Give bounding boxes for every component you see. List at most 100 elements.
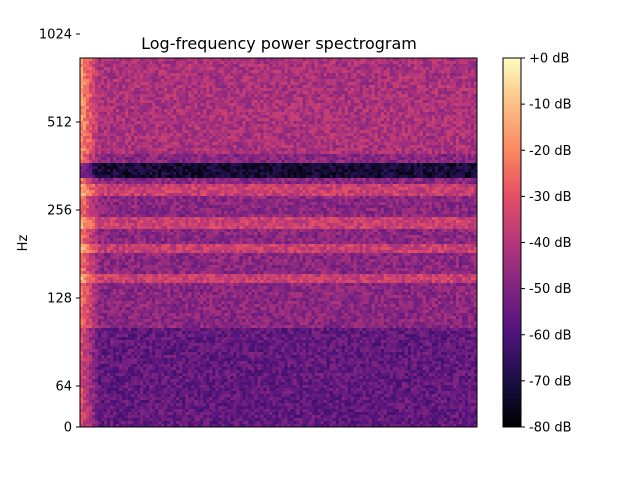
heatmap-cell bbox=[362, 64, 367, 68]
heatmap-cell bbox=[203, 103, 207, 107]
heatmap-cell bbox=[155, 133, 159, 137]
heatmap-cell bbox=[335, 70, 340, 74]
heatmap-cell bbox=[275, 154, 279, 158]
heatmap-cell bbox=[128, 127, 132, 131]
heatmap-cell bbox=[458, 133, 463, 137]
heatmap-cell bbox=[236, 169, 240, 173]
heatmap-cell bbox=[302, 103, 306, 107]
heatmap-cell bbox=[266, 91, 270, 95]
heatmap-cell bbox=[179, 160, 183, 164]
heatmap-cell bbox=[380, 109, 385, 113]
heatmap-cell bbox=[137, 70, 141, 74]
heatmap-cell bbox=[164, 148, 168, 152]
heatmap-cell bbox=[248, 160, 252, 164]
heatmap-cell bbox=[443, 85, 448, 89]
heatmap-cell bbox=[239, 130, 243, 134]
heatmap-cell bbox=[173, 94, 177, 98]
heatmap-cell bbox=[464, 94, 469, 98]
heatmap-cell bbox=[269, 109, 273, 113]
heatmap-cell bbox=[359, 82, 364, 86]
heatmap-cell bbox=[401, 157, 406, 161]
heatmap-cell bbox=[344, 124, 349, 128]
heatmap-cell bbox=[155, 109, 159, 113]
heatmap-cell bbox=[437, 133, 442, 137]
heatmap-cell bbox=[131, 97, 135, 101]
heatmap-cell bbox=[413, 88, 418, 92]
heatmap-cell bbox=[119, 169, 123, 173]
heatmap-cell bbox=[344, 64, 349, 68]
heatmap-cell bbox=[380, 142, 385, 146]
heatmap-cell bbox=[245, 166, 249, 170]
heatmap-cell bbox=[362, 106, 367, 110]
heatmap-cell bbox=[431, 91, 436, 95]
heatmap-cell bbox=[185, 97, 189, 101]
heatmap-cell bbox=[194, 79, 198, 83]
heatmap-cell bbox=[290, 94, 294, 98]
heatmap-cell bbox=[365, 73, 370, 77]
heatmap-cell bbox=[362, 76, 367, 80]
heatmap-cell bbox=[365, 154, 370, 158]
heatmap-cell bbox=[464, 106, 469, 110]
heatmap-cell bbox=[110, 121, 114, 125]
heatmap-cell bbox=[389, 94, 394, 98]
heatmap-cell bbox=[113, 106, 117, 110]
heatmap-cell bbox=[152, 169, 156, 173]
heatmap-cell bbox=[167, 103, 171, 107]
heatmap-cell bbox=[416, 151, 421, 155]
heatmap-cell bbox=[332, 67, 337, 71]
heatmap-cell bbox=[158, 136, 162, 140]
heatmap-cell bbox=[161, 136, 165, 140]
heatmap-cell bbox=[362, 151, 367, 155]
heatmap-cell bbox=[458, 64, 463, 68]
heatmap-cell bbox=[302, 124, 306, 128]
heatmap-cell bbox=[98, 133, 102, 137]
heatmap-cell bbox=[473, 94, 478, 98]
heatmap-cell bbox=[308, 142, 312, 146]
heatmap-cell bbox=[161, 109, 165, 113]
heatmap-cell bbox=[92, 94, 96, 98]
heatmap-cell bbox=[323, 124, 328, 128]
heatmap-cell bbox=[458, 124, 463, 128]
heatmap-cell bbox=[203, 148, 207, 152]
heatmap-cell bbox=[263, 64, 267, 68]
heatmap-cell bbox=[431, 73, 436, 77]
heatmap-cell bbox=[404, 163, 409, 167]
heatmap-cell bbox=[293, 61, 297, 65]
heatmap-cell bbox=[209, 169, 213, 173]
heatmap-cell bbox=[461, 127, 466, 131]
heatmap-cell bbox=[158, 118, 162, 122]
heatmap-cell bbox=[80, 82, 84, 86]
heatmap-cell bbox=[188, 124, 192, 128]
heatmap-cell bbox=[386, 112, 391, 116]
heatmap-cell bbox=[350, 97, 355, 101]
heatmap-cell bbox=[137, 61, 141, 65]
heatmap-cell bbox=[272, 124, 276, 128]
heatmap-cell bbox=[170, 127, 174, 131]
heatmap-cell bbox=[83, 103, 87, 107]
heatmap-cell bbox=[368, 139, 373, 143]
heatmap-cell bbox=[92, 163, 96, 167]
heatmap-cell bbox=[167, 139, 171, 143]
heatmap-cell bbox=[413, 157, 418, 161]
heatmap-cell bbox=[200, 109, 204, 113]
heatmap-cell bbox=[239, 112, 243, 116]
heatmap-cell bbox=[272, 115, 276, 119]
heatmap-cell bbox=[218, 106, 222, 110]
heatmap-cell bbox=[227, 112, 231, 116]
heatmap-cell bbox=[134, 58, 138, 62]
heatmap-cell bbox=[281, 100, 285, 104]
heatmap-cell bbox=[143, 130, 147, 134]
heatmap-cell bbox=[392, 160, 397, 164]
heatmap-cell bbox=[128, 58, 132, 62]
heatmap-cell bbox=[134, 157, 138, 161]
heatmap-cell bbox=[311, 112, 315, 116]
heatmap-cell bbox=[86, 154, 90, 158]
heatmap-cell bbox=[86, 61, 90, 65]
heatmap-cell bbox=[218, 157, 222, 161]
heatmap-cell bbox=[371, 91, 376, 95]
heatmap-cell bbox=[206, 148, 210, 152]
heatmap-cell bbox=[230, 124, 234, 128]
heatmap-cell bbox=[308, 103, 312, 107]
heatmap-cell bbox=[128, 112, 132, 116]
heatmap-cell bbox=[383, 103, 388, 107]
